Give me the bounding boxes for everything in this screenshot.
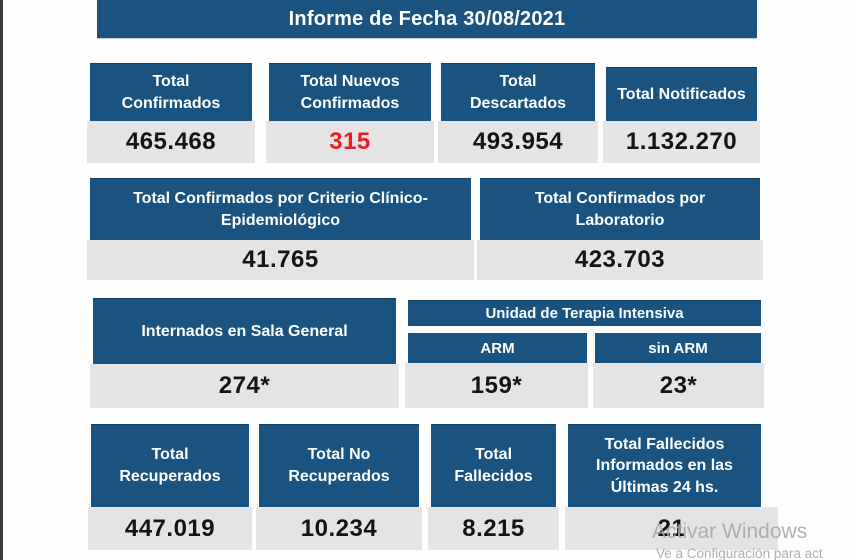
- card-header: Total Confirmados por Criterio Clínico- …: [90, 178, 471, 240]
- card-total-notificados: Total Notificados 1.132.270: [603, 63, 760, 163]
- card-header: Total Notificados: [606, 67, 757, 121]
- report-title-bar: Informe de Fecha 30/08/2021: [97, 0, 757, 38]
- total-fallecidos-value: 8.215: [428, 507, 559, 550]
- confirmados-laboratorio-value: 423.703: [477, 240, 763, 280]
- total-nuevos-confirmados-value: 315: [266, 121, 434, 163]
- total-recuperados-value: 447.019: [88, 507, 252, 550]
- report-title: Informe de Fecha 30/08/2021: [288, 7, 566, 30]
- card-confirmados-criterio-clinico: Total Confirmados por Criterio Clínico- …: [87, 178, 474, 280]
- card-total-nuevos-confirmados: Total Nuevos Confirmados 315: [266, 63, 434, 163]
- card-internados-sala-general: Internados en Sala General 274*: [90, 298, 399, 408]
- card-unidad-terapia-intensiva: Unidad de Terapia Intensiva ARM 159* sin…: [405, 300, 764, 408]
- uti-sin-arm-header: sin ARM: [595, 333, 761, 363]
- window-edge-strip: [0, 0, 3, 560]
- card-header: Total Recuperados: [91, 424, 249, 507]
- internados-sala-general-value: 274*: [90, 364, 399, 408]
- card-header: Total Fallecidos Informados en las Últim…: [568, 424, 761, 507]
- uti-arm-header: ARM: [408, 333, 587, 363]
- card-total-descartados: Total Descartados 493.954: [438, 63, 598, 163]
- card-header: Total Fallecidos: [431, 424, 556, 507]
- fallecidos-24hs-value: 21: [565, 507, 778, 550]
- card-confirmados-laboratorio: Total Confirmados por Laboratorio 423.70…: [477, 178, 763, 280]
- card-header: Total Confirmados por Laboratorio: [480, 178, 760, 240]
- total-confirmados-value: 465.468: [87, 121, 255, 163]
- uti-arm-value: 159*: [405, 363, 588, 408]
- card-total-fallecidos: Total Fallecidos 8.215: [428, 424, 559, 550]
- total-descartados-value: 493.954: [438, 121, 598, 163]
- card-total-no-recuperados: Total No Recuperados 10.234: [256, 424, 422, 550]
- card-total-confirmados: Total Confirmados 465.468: [87, 63, 255, 163]
- confirmados-criterio-clinico-value: 41.765: [87, 240, 474, 280]
- total-notificados-value: 1.132.270: [603, 121, 760, 163]
- card-header: Total No Recuperados: [259, 424, 419, 507]
- card-total-recuperados: Total Recuperados 447.019: [88, 424, 252, 550]
- total-no-recuperados-value: 10.234: [256, 507, 422, 550]
- uti-header: Unidad de Terapia Intensiva: [408, 300, 761, 326]
- card-header: Total Nuevos Confirmados: [269, 63, 431, 121]
- card-header: Total Confirmados: [90, 63, 252, 121]
- uti-sin-arm-value: 23*: [593, 363, 764, 408]
- card-header: Total Descartados: [441, 63, 595, 121]
- card-header: Internados en Sala General: [93, 298, 396, 364]
- card-fallecidos-24hs: Total Fallecidos Informados en las Últim…: [565, 424, 778, 550]
